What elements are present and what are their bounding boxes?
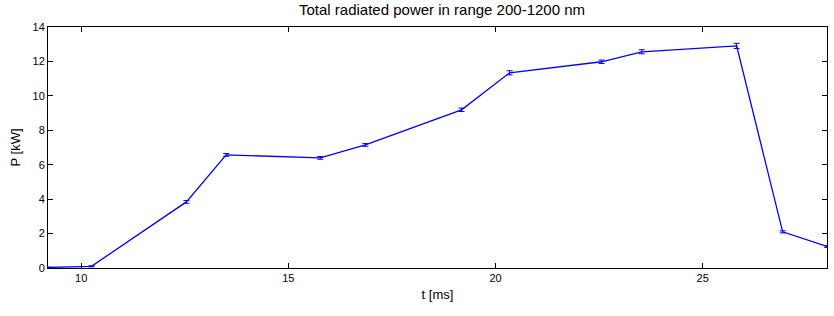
- svg-text:15: 15: [282, 272, 294, 284]
- svg-text:P [kW]: P [kW]: [8, 128, 23, 166]
- svg-text:t [ms]: t [ms]: [422, 287, 454, 302]
- svg-text:Total radiated power in range: Total radiated power in range 200-1200 n…: [299, 1, 585, 18]
- svg-text:2: 2: [39, 227, 45, 239]
- svg-text:10: 10: [33, 90, 45, 102]
- svg-text:14: 14: [33, 21, 45, 33]
- svg-text:6: 6: [39, 159, 45, 171]
- svg-text:10: 10: [75, 272, 87, 284]
- svg-text:12: 12: [33, 55, 45, 67]
- svg-text:20: 20: [489, 272, 501, 284]
- svg-text:0: 0: [39, 262, 45, 274]
- svg-text:4: 4: [39, 193, 45, 205]
- svg-text:8: 8: [39, 124, 45, 136]
- svg-text:25: 25: [697, 272, 709, 284]
